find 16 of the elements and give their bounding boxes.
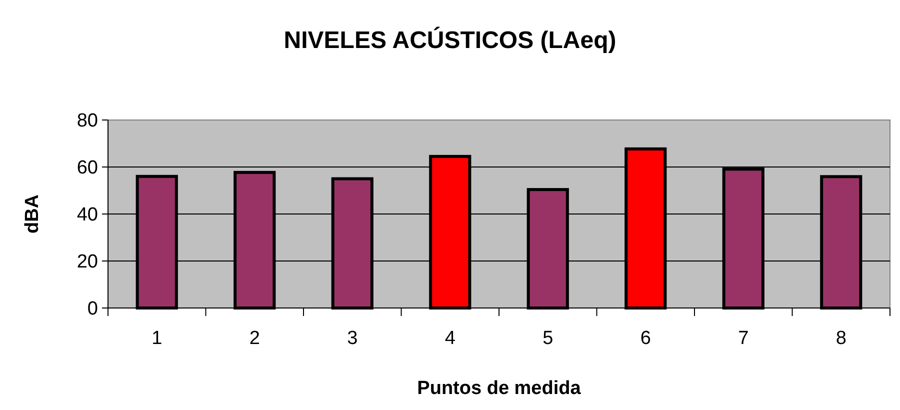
x-axis-title: Puntos de medida — [417, 378, 582, 399]
y-tick-label: 60 — [76, 158, 98, 179]
y-tick-label: 20 — [76, 252, 98, 273]
x-tick-label: 2 — [249, 328, 260, 349]
x-tick-label: 4 — [444, 328, 456, 349]
y-tick-label: 80 — [76, 110, 98, 132]
chart-title: NIVELES ACÚSTICOS (LAeq) — [284, 26, 616, 54]
y-axis-title: dBA — [22, 194, 43, 234]
x-tick-label: 8 — [836, 328, 846, 349]
x-tick-label: 6 — [640, 328, 651, 349]
x-tick-label: 1 — [152, 328, 162, 349]
x-tick-label: 5 — [542, 328, 554, 349]
x-tick-label: 7 — [738, 328, 749, 349]
y-tick-label: 40 — [76, 204, 98, 226]
y-tick-label: 0 — [87, 298, 98, 320]
x-tick-label: 3 — [347, 328, 358, 349]
